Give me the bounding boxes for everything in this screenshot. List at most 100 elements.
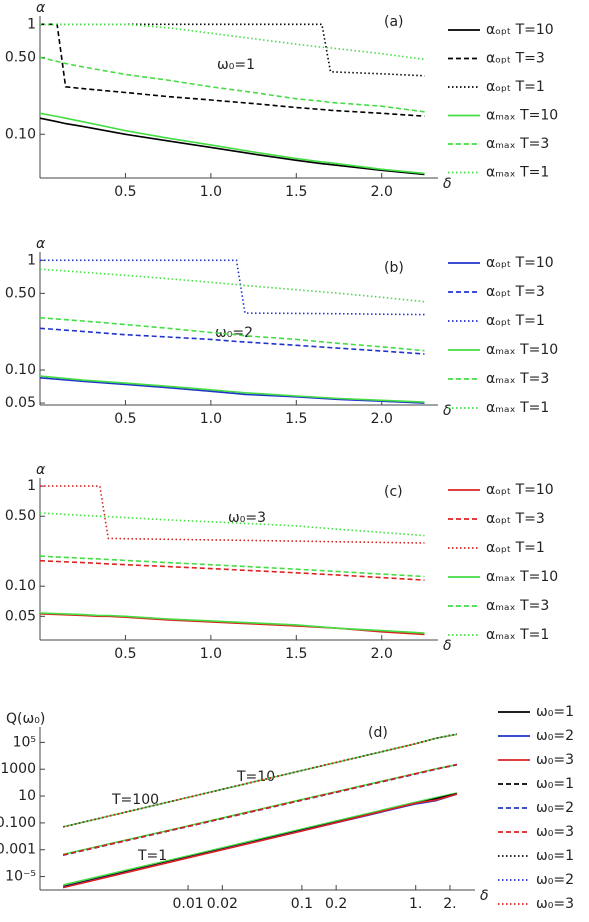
annotation: (c): [384, 484, 403, 500]
x-tick-label: 1.0: [200, 646, 222, 662]
x-tick-label: 1.0: [200, 184, 222, 200]
legend-label: αₘₐₓ T=3: [486, 371, 549, 387]
legend-label: αₒₚₜ T=10: [486, 22, 554, 38]
legend-label: αₒₚₜ T=1: [486, 79, 545, 95]
series-line: [39, 555, 425, 578]
legend-label: αₒₚₜ T=10: [486, 482, 554, 498]
legend-label: αₒₚₜ T=3: [486, 51, 545, 67]
annotation: ω₀=3: [228, 510, 266, 526]
legend-label: ω₀=2: [536, 728, 574, 744]
x-axis-label: δ: [443, 403, 452, 419]
series-line: [63, 763, 458, 856]
legend-label: αₒₚₜ T=3: [486, 511, 545, 527]
legend-label: αₘₐₓ T=1: [486, 627, 549, 643]
series-line: [40, 23, 425, 61]
series-line: [39, 327, 425, 355]
x-tick-label: 0.1: [291, 896, 313, 912]
y-tick-label: 0.50: [5, 285, 36, 301]
series-line: [39, 112, 425, 175]
y-tick-label: 0.10: [5, 126, 36, 142]
y-tick-label: 0.05: [5, 608, 36, 624]
x-tick-label: 2.: [443, 896, 456, 912]
legend-label: αₒₚₜ T=10: [486, 255, 554, 271]
legend-label: αₘₐₓ T=10: [486, 569, 558, 585]
annotation: ω₀=1: [217, 57, 255, 73]
y-tick-label: 1: [27, 16, 36, 32]
legend-label: ω₀=3: [536, 896, 574, 912]
y-tick-label: 0.50: [5, 49, 36, 65]
x-tick-label: 2.0: [371, 646, 393, 662]
annotation: ω₀=2: [215, 325, 253, 341]
x-tick-label: 0.5: [114, 411, 136, 427]
series-line: [39, 613, 425, 636]
x-tick-label: 2.0: [371, 184, 393, 200]
x-tick-label: 0.5: [114, 184, 136, 200]
y-tick-label: 1: [27, 252, 36, 268]
y-tick-label: 0.001: [0, 842, 36, 858]
x-tick-label: 0.01: [172, 896, 203, 912]
y-axis-label: α: [36, 462, 46, 478]
series-line: [39, 268, 425, 303]
y-tick-label: 10: [18, 788, 36, 804]
legend-label: αₘₐₓ T=3: [486, 136, 549, 152]
series-line: [39, 377, 425, 404]
x-tick-label: 0.02: [207, 896, 238, 912]
legend-label: ω₀=2: [536, 800, 574, 816]
legend-label: αₘₐₓ T=1: [486, 400, 549, 416]
series-line: [40, 485, 425, 544]
y-tick-label: 0.05: [5, 395, 36, 411]
legend-label: αₒₚₜ T=3: [486, 284, 545, 300]
series-line: [40, 259, 425, 316]
x-axis-label: δ: [443, 638, 452, 654]
series-line: [39, 512, 425, 537]
legend-label: αₒₚₜ T=1: [486, 313, 545, 329]
series-line: [40, 23, 425, 117]
y-tick-label: 0.10: [5, 578, 36, 594]
series-line: [39, 559, 425, 581]
legend-label: ω₀=3: [536, 824, 574, 840]
series-line: [39, 316, 425, 352]
annotation: T=10: [236, 769, 275, 785]
series-line: [39, 56, 425, 113]
y-tick-label: 0.100: [0, 815, 36, 831]
x-tick-label: 2.0: [371, 411, 393, 427]
legend-label: ω₀=1: [536, 848, 574, 864]
annotation: (b): [384, 260, 404, 276]
x-tick-label: 1.5: [285, 184, 307, 200]
y-tick-label: 10⁻⁵: [5, 869, 36, 885]
y-tick-label: 1: [27, 478, 36, 494]
legend-label: αₒₚₜ T=1: [486, 540, 545, 556]
series-line: [63, 793, 458, 889]
y-tick-label: 0.10: [5, 362, 36, 378]
x-tick-label: 1.: [409, 896, 422, 912]
series-line: [63, 792, 458, 886]
y-axis-label: α: [36, 0, 46, 16]
x-tick-label: 0.5: [114, 646, 136, 662]
legend-label: αₘₐₓ T=3: [486, 598, 549, 614]
legend-label: ω₀=1: [536, 704, 574, 720]
y-axis-label: Q(ω₀): [6, 711, 45, 727]
series-line: [39, 117, 425, 176]
legend-label: αₘₐₓ T=1: [486, 165, 549, 181]
legend-label: ω₀=3: [536, 752, 574, 768]
x-axis-label: δ: [443, 176, 452, 192]
y-tick-label: 1000: [0, 761, 36, 777]
y-axis-label: α: [36, 236, 46, 252]
annotation: (a): [384, 14, 404, 30]
series-line: [63, 733, 458, 828]
y-tick-label: 10⁵: [13, 734, 36, 750]
legend-label: ω₀=1: [536, 776, 574, 792]
legend-label: αₘₐₓ T=10: [486, 342, 558, 358]
x-axis-label: δ: [480, 888, 489, 904]
series-line: [39, 375, 425, 403]
annotation: T=100: [111, 792, 159, 808]
y-tick-label: 0.50: [5, 508, 36, 524]
legend-label: αₘₐₓ T=10: [486, 108, 558, 124]
annotation: T=1: [137, 848, 167, 864]
x-tick-label: 1.5: [285, 646, 307, 662]
x-tick-label: 1.0: [200, 411, 222, 427]
series-line: [39, 612, 425, 634]
x-tick-label: 0.2: [325, 896, 347, 912]
x-tick-label: 1.5: [285, 411, 307, 427]
